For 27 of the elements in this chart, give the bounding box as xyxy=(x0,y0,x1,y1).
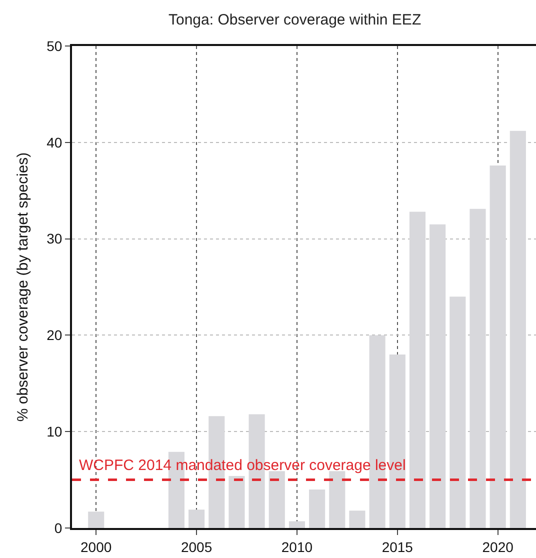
x-tick-label: 2020 xyxy=(482,538,514,555)
bar xyxy=(490,166,506,528)
ref-line-label: WCPFC 2014 mandated observer coverage level xyxy=(79,457,406,474)
bar xyxy=(349,510,366,528)
bar xyxy=(510,130,526,528)
bar xyxy=(188,510,205,528)
x-tick-label: 2005 xyxy=(180,538,212,555)
y-axis-title: % observer coverage (by target species) xyxy=(14,152,32,422)
bar xyxy=(409,212,426,528)
bar xyxy=(309,489,326,528)
x-tick-label: 2010 xyxy=(281,538,313,555)
y-tick-label: 20 xyxy=(46,327,62,344)
bar xyxy=(288,521,305,528)
chart-title: Tonga: Observer coverage within EEZ xyxy=(168,11,422,28)
y-tick-label: 50 xyxy=(46,38,62,54)
x-tick-label: 2000 xyxy=(80,538,112,555)
bar xyxy=(228,476,245,528)
y-tick-label: 0 xyxy=(54,520,62,536)
y-tick-label: 10 xyxy=(46,424,62,440)
bar xyxy=(470,208,486,528)
y-tick-label: 40 xyxy=(46,134,62,150)
bar xyxy=(450,296,466,528)
bar xyxy=(430,224,446,528)
bar xyxy=(268,471,285,528)
x-tick-label: 2015 xyxy=(382,538,414,555)
y-tick-label: 30 xyxy=(46,230,62,247)
bar xyxy=(88,512,104,528)
